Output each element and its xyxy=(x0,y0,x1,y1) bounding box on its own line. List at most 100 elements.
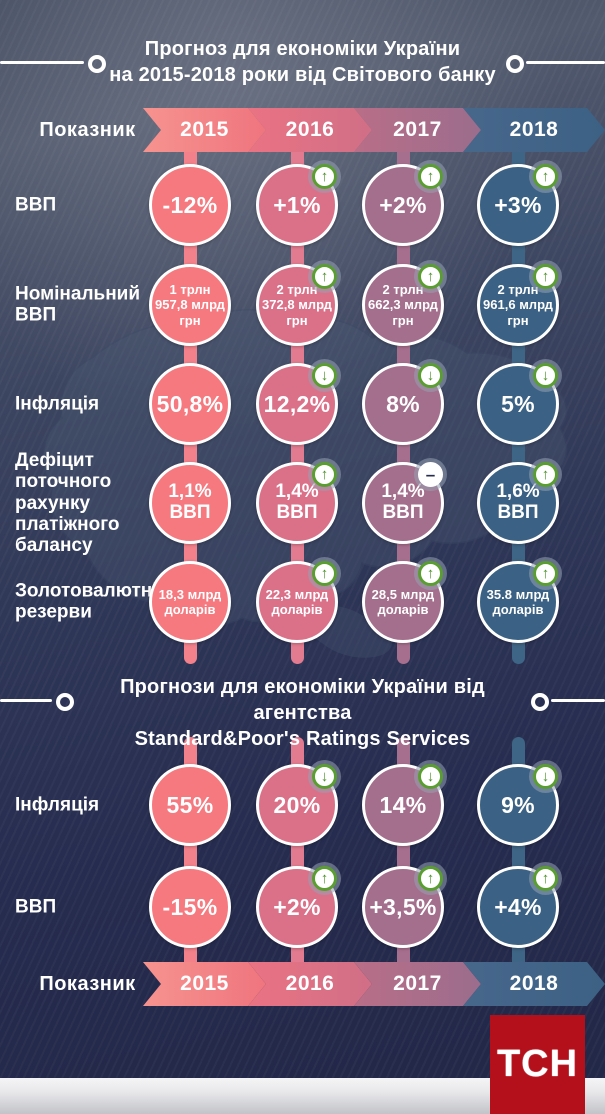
value-text: 9% xyxy=(501,791,535,818)
value-text: 8% xyxy=(386,390,420,417)
value-text: 28,5 млрд xyxy=(371,586,435,602)
value-circle: 1,1% ВВП xyxy=(149,462,231,544)
value-text: 1 трлн xyxy=(169,282,211,297)
trend-up-icon: ↑ xyxy=(312,264,337,289)
value-text: 2 трлн xyxy=(497,282,539,297)
row-label: Золотовалютні резерви xyxy=(15,580,158,623)
title1-left-ring-icon xyxy=(88,55,106,73)
trend-down-icon: ↓ xyxy=(418,363,443,388)
value-circle: 35.8 млрд доларів ↑ xyxy=(477,561,559,643)
section2-title-line2: Standard&Poor's Ratings Services xyxy=(134,728,471,750)
row-label: Інфляція xyxy=(15,393,100,415)
value-circle: 22,3 млрд доларів ↑ xyxy=(256,561,338,643)
value-text: 372,8 млрд xyxy=(262,297,332,313)
trend-up-icon: ↑ xyxy=(533,866,558,891)
value-circle: 1 трлн 957,8 млрд грн xyxy=(149,264,231,346)
value-circle: -15% xyxy=(149,866,231,948)
value-circle: 50,8% xyxy=(149,363,231,445)
title2-left-line xyxy=(0,699,52,702)
value-text: грн xyxy=(179,312,201,328)
trend-up-icon: ↑ xyxy=(312,561,337,586)
section1-title: Прогноз для економіки України на 2015-20… xyxy=(70,36,535,88)
value-text: +3% xyxy=(494,191,542,218)
trend-up-icon: ↑ xyxy=(533,164,558,189)
header-segment-2016: 2016 xyxy=(248,962,372,1006)
table-header-top: Показник 2015 2016 2017 2018 xyxy=(14,108,605,152)
value-circle: +3,5% ↑ xyxy=(362,866,444,948)
trend-up-icon: ↑ xyxy=(418,866,443,891)
header-segment-2015: 2015 xyxy=(143,108,266,152)
title1-left-line xyxy=(0,61,84,64)
value-circle: 2 трлн 961,6 млрд грн ↑ xyxy=(477,264,559,346)
value-text: 1,6% xyxy=(496,481,540,503)
tsn-logo: ТСН xyxy=(490,1015,585,1114)
value-circle: +2% ↑ xyxy=(256,866,338,948)
value-text: 5% xyxy=(501,390,535,417)
table-header-bottom: Показник 2015 2016 2017 2018 xyxy=(14,962,605,1006)
header-segment-2018: 2018 xyxy=(463,108,605,152)
section1-title-line2: на 2015-2018 роки від Світового банку xyxy=(109,64,496,86)
trend-up-icon: ↑ xyxy=(418,561,443,586)
trend-down-icon: ↓ xyxy=(418,764,443,789)
value-circle: 1,4% ВВП – xyxy=(362,462,444,544)
value-circle: +4% ↑ xyxy=(477,866,559,948)
value-circle: 18,3 млрд доларів xyxy=(149,561,231,643)
row-label: Дефіцит поточного рахунку платіжного бал… xyxy=(15,449,120,556)
header-segment-pokaznyk: Показник xyxy=(39,118,136,141)
trend-up-icon: ↑ xyxy=(312,462,337,487)
value-text: доларів xyxy=(271,602,323,617)
value-text: грн xyxy=(392,312,414,328)
row-label: Інфляція xyxy=(15,794,100,816)
trend-minus-icon: – xyxy=(418,462,443,487)
trend-up-icon: ↑ xyxy=(533,561,558,586)
value-circle: 5% ↓ xyxy=(477,363,559,445)
value-circle: 28,5 млрд доларів ↑ xyxy=(362,561,444,643)
value-text: грн xyxy=(286,312,308,328)
value-text: 2 трлн xyxy=(276,282,318,297)
value-text: 961,6 млрд xyxy=(483,297,553,313)
value-text: 1,4% xyxy=(381,481,425,503)
value-text: ВВП xyxy=(497,502,539,523)
trend-up-icon: ↑ xyxy=(533,264,558,289)
value-text: доларів xyxy=(377,602,429,617)
value-circle: 1,6% ВВП ↑ xyxy=(477,462,559,544)
value-text: грн xyxy=(507,312,529,328)
value-circle: 2 трлн 372,8 млрд грн ↑ xyxy=(256,264,338,346)
value-text: 55% xyxy=(166,791,214,818)
value-text: ВВП xyxy=(169,502,211,523)
value-text: -15% xyxy=(162,893,218,920)
value-circle: 1,4% ВВП ↑ xyxy=(256,462,338,544)
section2-title: Прогнози для економіки України від агент… xyxy=(70,674,535,752)
section2-title-line1: Прогнози для економіки України від агент… xyxy=(120,676,485,724)
title1-right-line xyxy=(526,61,605,64)
section1-title-line1: Прогноз для економіки України xyxy=(144,38,461,60)
value-text: -12% xyxy=(162,191,218,218)
title2-right-line xyxy=(551,699,605,702)
value-text: +4% xyxy=(494,893,542,920)
value-circle: 2 трлн 662,3 млрд грн ↑ xyxy=(362,264,444,346)
header-segment-2017: 2017 xyxy=(354,962,481,1006)
header-segment-2018: 2018 xyxy=(463,962,605,1006)
title1-right-ring-icon xyxy=(506,55,524,73)
value-text: 1,1% xyxy=(168,481,212,503)
value-text: 50,8% xyxy=(156,390,224,417)
value-text: +2% xyxy=(379,191,427,218)
header-segment-2017: 2017 xyxy=(354,108,481,152)
row-label: Номінальний ВВП xyxy=(15,283,141,326)
value-text: +1% xyxy=(273,191,321,218)
value-circle: 9% ↓ xyxy=(477,764,559,846)
value-text: ВВП xyxy=(276,502,318,523)
tsn-logo-text: ТСН xyxy=(496,1043,579,1085)
trend-up-icon: ↑ xyxy=(418,164,443,189)
trend-down-icon: ↓ xyxy=(312,363,337,388)
title2-left-ring-icon xyxy=(56,693,74,711)
trend-up-icon: ↑ xyxy=(418,264,443,289)
trend-up-icon: ↑ xyxy=(312,164,337,189)
value-circle: -12% xyxy=(149,164,231,246)
value-text: доларів xyxy=(164,602,216,617)
value-text: 12,2% xyxy=(263,390,331,417)
value-text: 18,3 млрд xyxy=(158,586,222,602)
trend-down-icon: ↓ xyxy=(533,363,558,388)
row-label: ВВП xyxy=(15,194,57,216)
